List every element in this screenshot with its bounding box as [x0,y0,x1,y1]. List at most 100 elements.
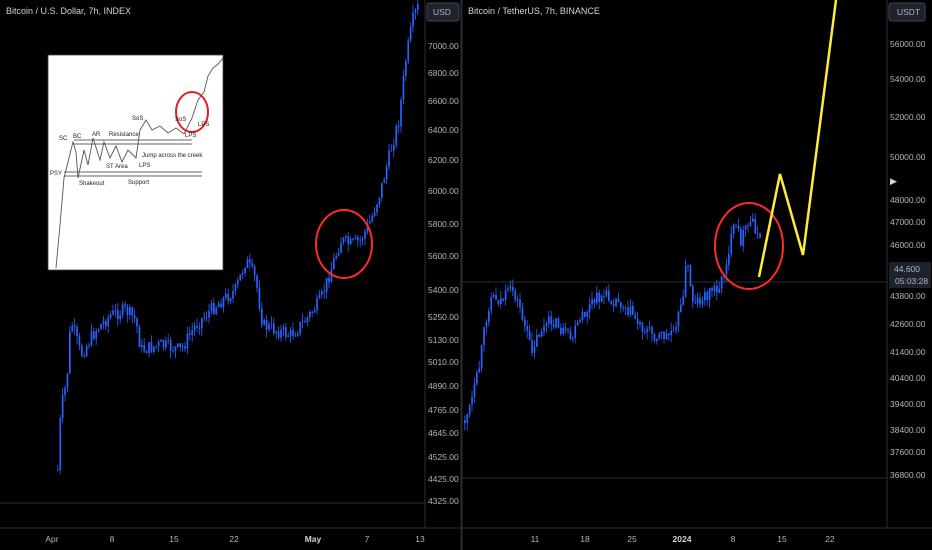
candle-body [725,264,728,275]
y-tick-label: 47000.00 [890,217,926,227]
candle-body [64,387,66,396]
candle-body [476,372,478,384]
scroll-arrow-icon[interactable]: ▶ [890,176,897,186]
wyckoff-inset: PSY SC BC AR Resistance SoS SoS LPS LPS … [47,54,224,271]
x-tick-label: 7 [365,534,370,544]
candle-body [641,322,644,333]
candle-body [297,333,299,336]
candle-body [275,331,278,334]
candle-body [658,333,661,339]
candle-body [596,292,598,303]
y-tick-label: 54000.00 [890,74,926,84]
candle-body [749,221,752,226]
candle-body [215,307,218,314]
y-tick-label: 4525.00 [428,452,459,462]
y-tick-label: 41400.00 [890,347,926,357]
candle-body [289,329,292,336]
candle-body [244,268,246,273]
right-time-axis[interactable]: 11 18 25 2024 8 15 22 [531,534,835,544]
y-tick-label: 40400.00 [890,373,926,383]
candle-body [538,334,541,337]
candle-body [196,325,198,328]
candle-body [490,296,493,311]
left-currency-button[interactable]: USD [426,2,460,22]
x-tick-label: 15 [777,534,787,544]
y-tick-label: 7000.00 [428,41,459,51]
candle-body [330,269,333,283]
inset-label-lps-2: LPS [185,133,196,139]
candle-body [239,274,242,281]
candle-body [381,182,383,198]
candle-body [191,330,194,335]
candle-body [598,292,601,302]
candle-body [301,321,304,323]
inset-label-sc: SC [59,136,68,142]
x-tick-label: 8 [731,534,736,544]
x-tick-label: May [305,534,322,544]
candle-body [716,285,718,293]
candle-body [708,288,711,301]
candle-body [581,311,584,321]
candle-body [121,304,124,316]
candle-body [102,321,105,325]
candle-body [117,310,119,320]
candle-body [316,298,318,311]
candle-body [713,285,716,291]
inset-label-support: Support [128,180,149,186]
candle-body [519,299,521,308]
candle-body [740,228,742,246]
candle-body [119,315,122,320]
x-tick-label: 13 [415,534,425,544]
candle-body [689,265,692,287]
candle-body [107,317,110,327]
y-tick-label: 5600.00 [428,251,459,261]
candle-body [361,238,364,240]
right-price-axis[interactable]: 56000.00 54000.00 52000.00 50000.00 48000.00… [890,39,926,480]
candle-body [385,166,388,180]
candle-body [634,314,637,319]
candle-body [165,340,167,348]
candle-body [397,125,400,127]
left-time-axis[interactable]: Apr 8 15 22 May 7 13 [45,534,425,544]
inset-label-lps-1: LPS [198,122,209,128]
candle-body [516,299,519,301]
candle-body [133,315,136,319]
candle-body [612,304,615,306]
candle-body [208,311,210,318]
y-tick-label: 5800.00 [428,219,459,229]
candle-body [220,303,222,308]
candle-body [90,331,93,346]
candle-body [177,343,179,347]
right-currency-button[interactable]: USDT [888,2,926,22]
candle-body [692,286,694,303]
candle-body [143,344,146,352]
candle-body [129,307,131,315]
candle-body [409,26,412,41]
inset-label-bc: BC [73,134,82,140]
candle-body [256,275,258,288]
candle-body [393,145,395,151]
candle-body [644,331,646,333]
candle-body [253,266,256,276]
y-tick-label: 6200.00 [428,155,459,165]
right-pane-title: Bitcoin / TetherUS, 7h, BINANCE [468,6,600,16]
candle-body [728,253,730,265]
candle-body [574,325,577,338]
inset-label-sos-1: SoS [132,116,143,122]
candle-body [480,345,483,369]
candle-body [311,311,314,313]
y-tick-label: 4325.00 [428,496,459,506]
candle-body [97,329,100,332]
candle-body [376,204,378,213]
candle-body [497,300,500,304]
candle-body [227,293,230,302]
right-annotation-circle [714,202,784,290]
candle-body [747,225,749,227]
candle-body [483,327,485,346]
candle-body [309,311,311,318]
left-price-axis[interactable]: 7000.00 6800.00 6600.00 6400.00 6200.00 6000.… [428,41,459,506]
candle-body [109,314,112,318]
candle-body [258,287,261,309]
candle-body [347,236,350,245]
